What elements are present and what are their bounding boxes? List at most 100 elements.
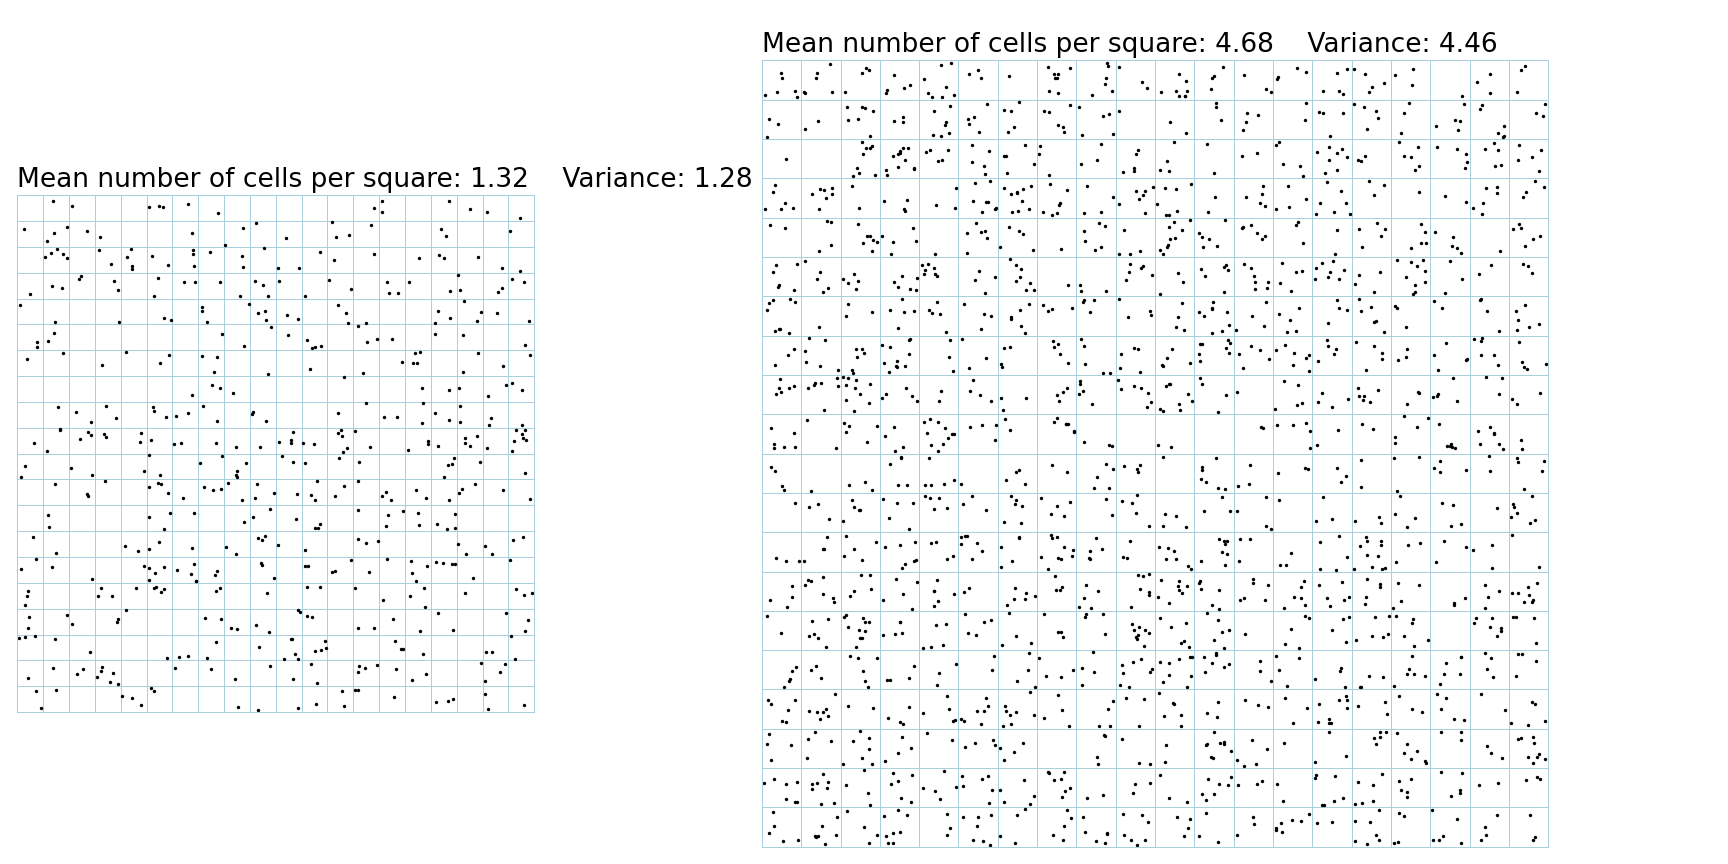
Point	[1096, 481, 1123, 495]
Point	[14, 671, 41, 685]
Point	[1293, 192, 1320, 206]
Point	[1001, 120, 1028, 134]
Point	[252, 304, 280, 318]
Point	[257, 321, 285, 334]
Point	[1346, 389, 1374, 403]
Point	[1159, 544, 1187, 558]
Point	[1135, 585, 1163, 599]
Point	[1004, 187, 1032, 200]
Point	[441, 451, 468, 465]
Point	[1398, 752, 1426, 766]
Point	[968, 322, 995, 336]
Point	[112, 345, 140, 359]
Point	[238, 511, 266, 524]
Point	[1310, 105, 1337, 119]
Point	[1339, 62, 1367, 76]
Point	[1175, 387, 1203, 401]
Point	[1223, 753, 1251, 766]
Point	[118, 243, 145, 257]
Point	[1472, 371, 1500, 384]
Point	[928, 384, 956, 397]
Point	[1279, 359, 1306, 372]
Point	[1192, 793, 1220, 807]
Point	[342, 581, 370, 595]
Point	[843, 161, 871, 175]
Point	[757, 696, 785, 710]
Point	[921, 784, 949, 797]
Point	[1519, 232, 1547, 246]
Point	[1077, 305, 1104, 319]
Point	[964, 810, 992, 824]
Point	[871, 194, 899, 207]
Point	[850, 821, 878, 835]
Point	[1403, 420, 1431, 434]
Point	[1071, 294, 1099, 308]
Point	[1443, 394, 1471, 408]
Point	[283, 651, 311, 665]
Point	[995, 219, 1023, 233]
Point	[169, 491, 197, 505]
Point	[1248, 232, 1275, 246]
Point	[344, 665, 372, 679]
Point	[1483, 501, 1510, 515]
Point	[836, 588, 864, 602]
Point	[1433, 656, 1460, 670]
Point	[508, 418, 536, 432]
Point	[1329, 575, 1356, 589]
Point	[435, 194, 463, 208]
Point	[491, 657, 518, 670]
Point	[931, 422, 959, 435]
Point	[397, 673, 425, 687]
Point	[1512, 362, 1540, 376]
Point	[1500, 500, 1528, 514]
Point	[850, 674, 878, 688]
Point	[954, 626, 982, 639]
Point	[1325, 693, 1353, 707]
Point	[361, 247, 389, 261]
Point	[264, 537, 292, 551]
Point	[767, 626, 795, 639]
Point	[278, 632, 306, 645]
Point	[486, 664, 513, 678]
Point	[824, 379, 852, 393]
Point	[940, 550, 968, 563]
Point	[465, 250, 492, 264]
Point	[1185, 829, 1213, 843]
Point	[1315, 270, 1343, 283]
Point	[1099, 127, 1127, 141]
Point	[1286, 160, 1313, 174]
Point	[843, 274, 871, 288]
Point	[1239, 733, 1267, 746]
Point	[180, 258, 207, 272]
Point	[43, 242, 71, 256]
Point	[1484, 126, 1512, 140]
Point	[769, 834, 797, 848]
Point	[973, 231, 1001, 245]
Point	[1104, 292, 1132, 306]
Point	[1515, 321, 1543, 334]
Point	[959, 138, 987, 152]
Point	[1365, 580, 1393, 594]
Point	[102, 411, 130, 425]
Point	[268, 448, 295, 462]
Point	[1045, 198, 1073, 212]
Point	[1037, 528, 1064, 542]
Point	[919, 128, 947, 142]
Point	[1217, 346, 1244, 360]
Point	[1090, 836, 1118, 850]
Point	[1109, 550, 1137, 564]
Point	[772, 554, 800, 568]
Point	[1092, 71, 1120, 85]
Point	[1056, 781, 1083, 795]
Point	[1369, 562, 1396, 575]
Point	[1251, 229, 1279, 243]
Point	[1360, 285, 1388, 299]
Point	[1519, 593, 1547, 607]
Point	[368, 194, 396, 208]
Point	[821, 796, 848, 810]
Point	[752, 88, 779, 102]
Point	[876, 303, 904, 317]
Point	[1161, 697, 1189, 711]
Point	[1161, 215, 1189, 229]
Point	[807, 181, 835, 195]
